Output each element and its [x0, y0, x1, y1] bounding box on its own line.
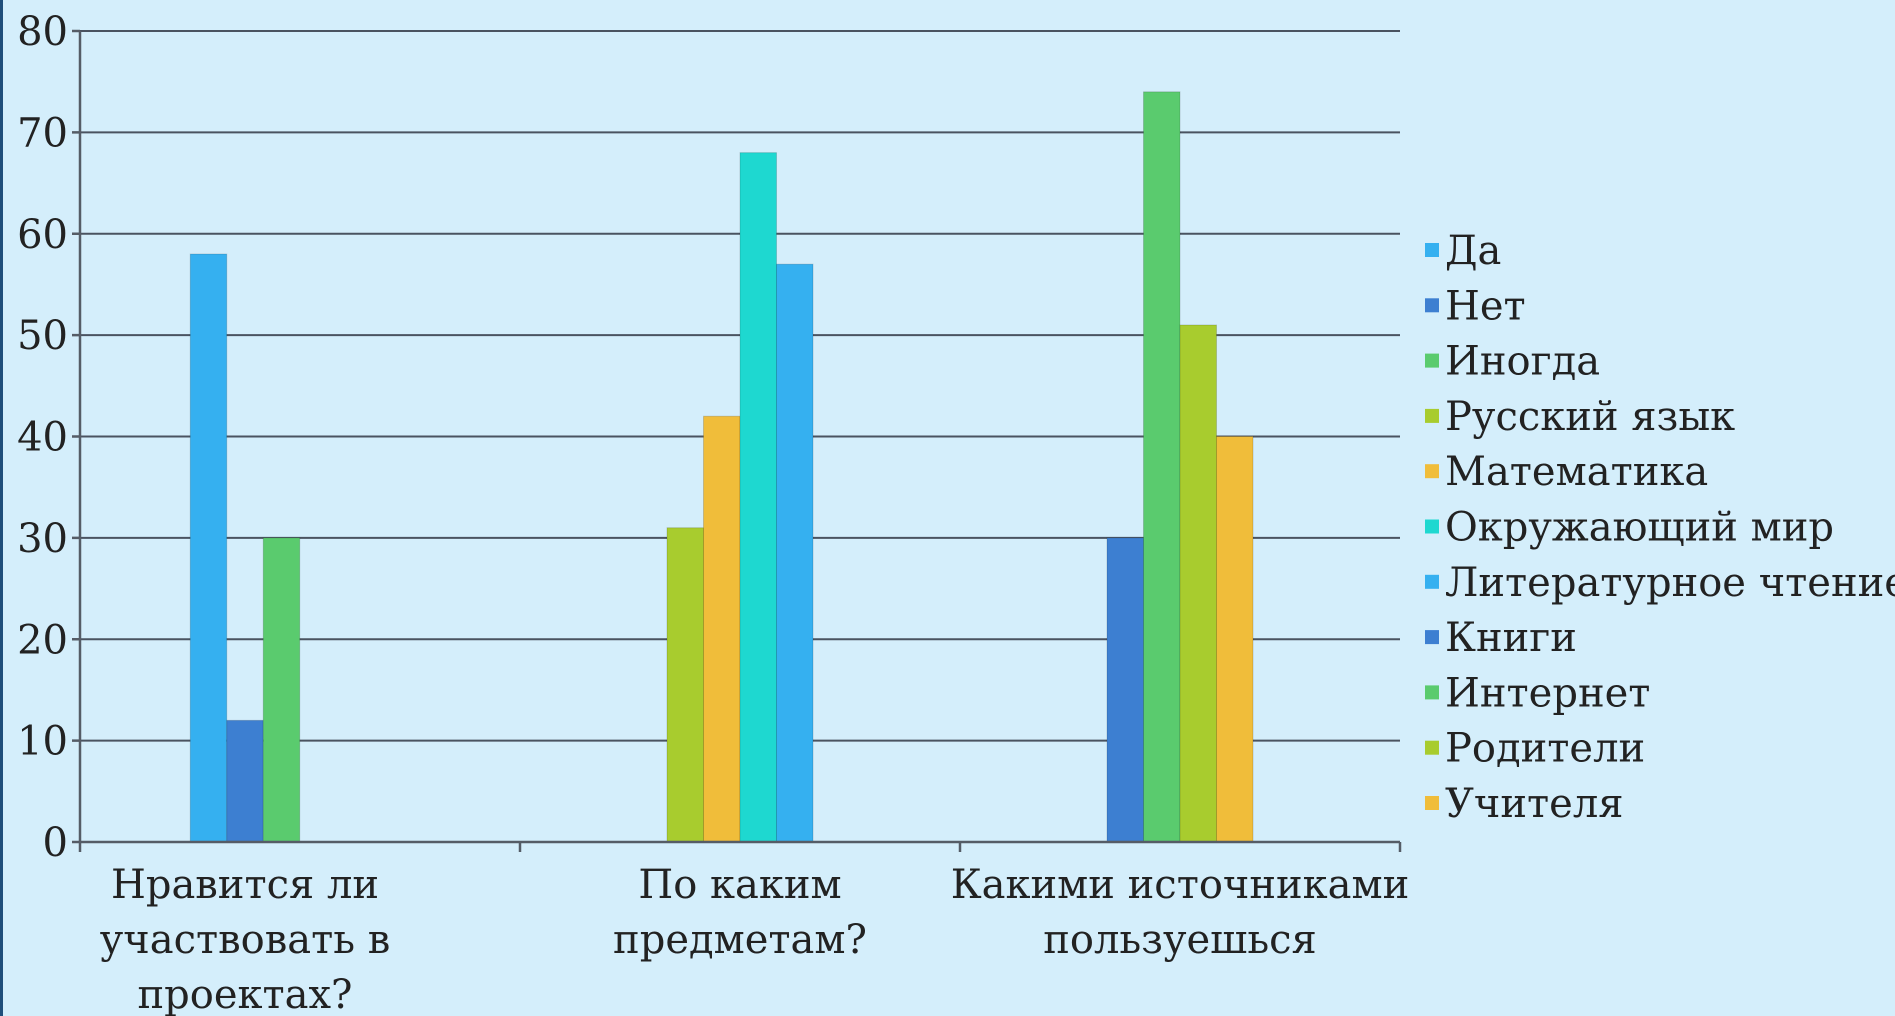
y-tick-label: 50: [17, 313, 68, 359]
y-tick-label: 80: [17, 9, 68, 55]
y-tick-label: 70: [17, 110, 68, 156]
legend-item: Родители: [1425, 726, 1645, 772]
legend-swatch: [1425, 243, 1439, 257]
bar: [703, 415, 741, 843]
legend-label: Русский язык: [1445, 394, 1735, 440]
bar: [226, 719, 264, 843]
legend-swatch: [1425, 740, 1439, 755]
legend-label: Окружающий мир: [1445, 505, 1834, 551]
legend-item: Окружающий мир: [1425, 505, 1834, 551]
legend-item: Математика: [1425, 449, 1708, 495]
bar: [1216, 436, 1254, 843]
bar: [1143, 91, 1181, 843]
legend-swatch: [1425, 574, 1439, 589]
legend-item: Нет: [1425, 283, 1526, 329]
legend-item: Книги: [1425, 615, 1577, 661]
legend-swatch: [1425, 796, 1439, 810]
left-border: [0, 0, 3, 1016]
legend-swatch: [1425, 353, 1439, 368]
bar: [189, 253, 228, 843]
legend-label: Родители: [1445, 726, 1645, 772]
bar: [1106, 537, 1144, 843]
y-tick-label: 0: [43, 820, 68, 866]
legend-label: Книги: [1445, 615, 1577, 661]
bars: [189, 91, 1254, 843]
legend-label: Литературное чтение: [1445, 560, 1895, 606]
legend-label: Интернет: [1445, 670, 1650, 716]
legend-item: Литературное чтение: [1425, 560, 1895, 606]
bar: [739, 152, 777, 843]
legend-item: Учителя: [1425, 781, 1623, 827]
legend-item: Да: [1425, 228, 1501, 274]
bar: [1179, 324, 1217, 843]
legend-label: Да: [1445, 228, 1501, 274]
y-tick-label: 60: [17, 212, 68, 258]
legend-swatch: [1425, 519, 1439, 534]
x-category-label: Какими источниками пользуешься: [951, 862, 1410, 963]
legend-item: Русский язык: [1425, 394, 1735, 440]
bar: [776, 263, 814, 843]
x-category-labels: Нравится ли участвовать в проектах? По каки…: [100, 862, 1410, 1016]
y-tick-label: 30: [17, 516, 68, 562]
legend-item: Иногда: [1425, 339, 1600, 385]
legend-item: Интернет: [1425, 670, 1650, 716]
legend-swatch: [1425, 298, 1439, 313]
y-tick-label: 40: [17, 415, 68, 461]
legend-label: Математика: [1445, 449, 1708, 495]
legend-label: Нет: [1445, 283, 1526, 329]
legend-swatch: [1425, 630, 1439, 645]
bar: [262, 537, 301, 843]
legend-label: Учителя: [1445, 781, 1623, 827]
bar: [666, 527, 704, 843]
legend-label: Иногда: [1445, 339, 1600, 385]
legend-swatch: [1425, 464, 1439, 479]
legend-swatch: [1425, 685, 1439, 700]
y-tick-label: 10: [17, 719, 68, 765]
y-tick-label: 20: [17, 617, 68, 663]
y-tick-labels: 0 10 20 30 40 50 60 70 80: [17, 9, 68, 866]
x-category-label: Нравится ли участвовать в проектах?: [100, 862, 390, 1016]
x-category-label: По каким предметам?: [613, 862, 867, 963]
legend-swatch: [1425, 408, 1439, 423]
axes: [72, 29, 1402, 852]
legend: Да Нет Иногда Русский язык Математика Окружаю…: [1425, 228, 1895, 827]
